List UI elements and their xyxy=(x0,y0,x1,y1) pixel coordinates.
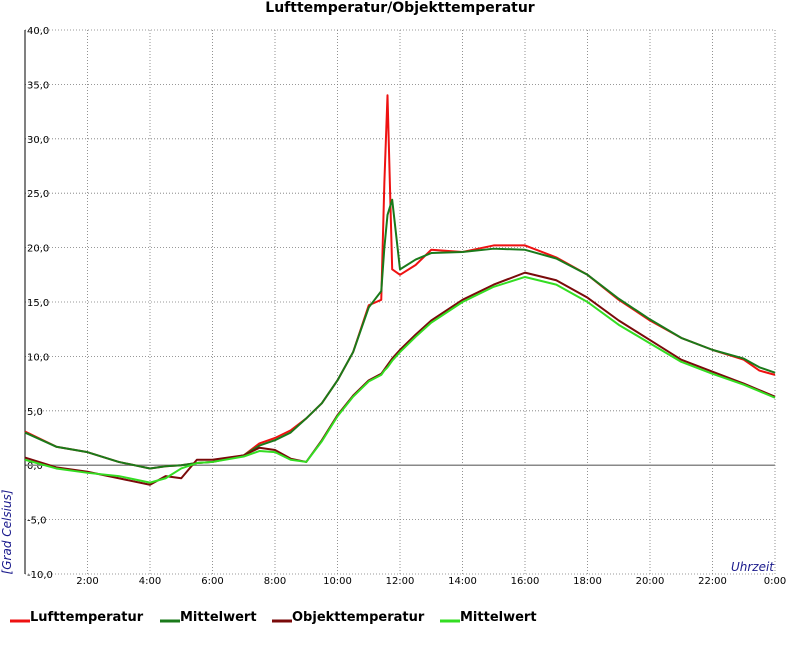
x-tick-label: 22:00 xyxy=(698,576,727,587)
legend-label: Mittelwert xyxy=(180,610,257,625)
legend-label: Objekttemperatur xyxy=(292,610,425,625)
x-tick-label: 10:00 xyxy=(323,576,352,587)
y-tick-label: 15,0 xyxy=(27,298,49,309)
legend-label: Lufttemperatur xyxy=(30,610,144,625)
x-tick-label: 16:00 xyxy=(511,576,540,587)
legend-label: Mittelwert xyxy=(460,610,537,625)
x-axis-label: Uhrzeit xyxy=(731,560,775,574)
y-tick-label: 5,0 xyxy=(27,407,43,418)
series-line xyxy=(24,198,776,470)
y-tick-label: 40,0 xyxy=(27,26,49,37)
x-tick-label: 14:00 xyxy=(448,576,477,587)
y-tick-label: 20,0 xyxy=(27,244,49,255)
x-tick-label: 0:00 xyxy=(764,576,786,587)
x-tick-label: 12:00 xyxy=(386,576,415,587)
y-tick-label: 0,0 xyxy=(27,461,43,472)
series-line xyxy=(24,275,776,484)
y-axis-label: [Grad Celsius] xyxy=(0,489,14,574)
chart-title: Lufttemperatur/Objekttemperatur xyxy=(265,0,535,16)
y-tick-label: 25,0 xyxy=(27,189,49,200)
x-tick-label: 6:00 xyxy=(201,576,223,587)
series-line xyxy=(24,94,776,470)
y-tick-label: 10,0 xyxy=(27,352,49,363)
y-tick-label: -10,0 xyxy=(27,570,53,581)
x-tick-label: 20:00 xyxy=(636,576,665,587)
y-tick-label: -5,0 xyxy=(27,516,47,527)
x-tick-label: 2:00 xyxy=(76,576,98,587)
y-tick-label: 35,0 xyxy=(27,80,49,91)
x-tick-label: 18:00 xyxy=(573,576,602,587)
x-tick-label: 8:00 xyxy=(264,576,286,587)
y-tick-label: 30,0 xyxy=(27,135,49,146)
x-tick-label: 4:00 xyxy=(139,576,161,587)
